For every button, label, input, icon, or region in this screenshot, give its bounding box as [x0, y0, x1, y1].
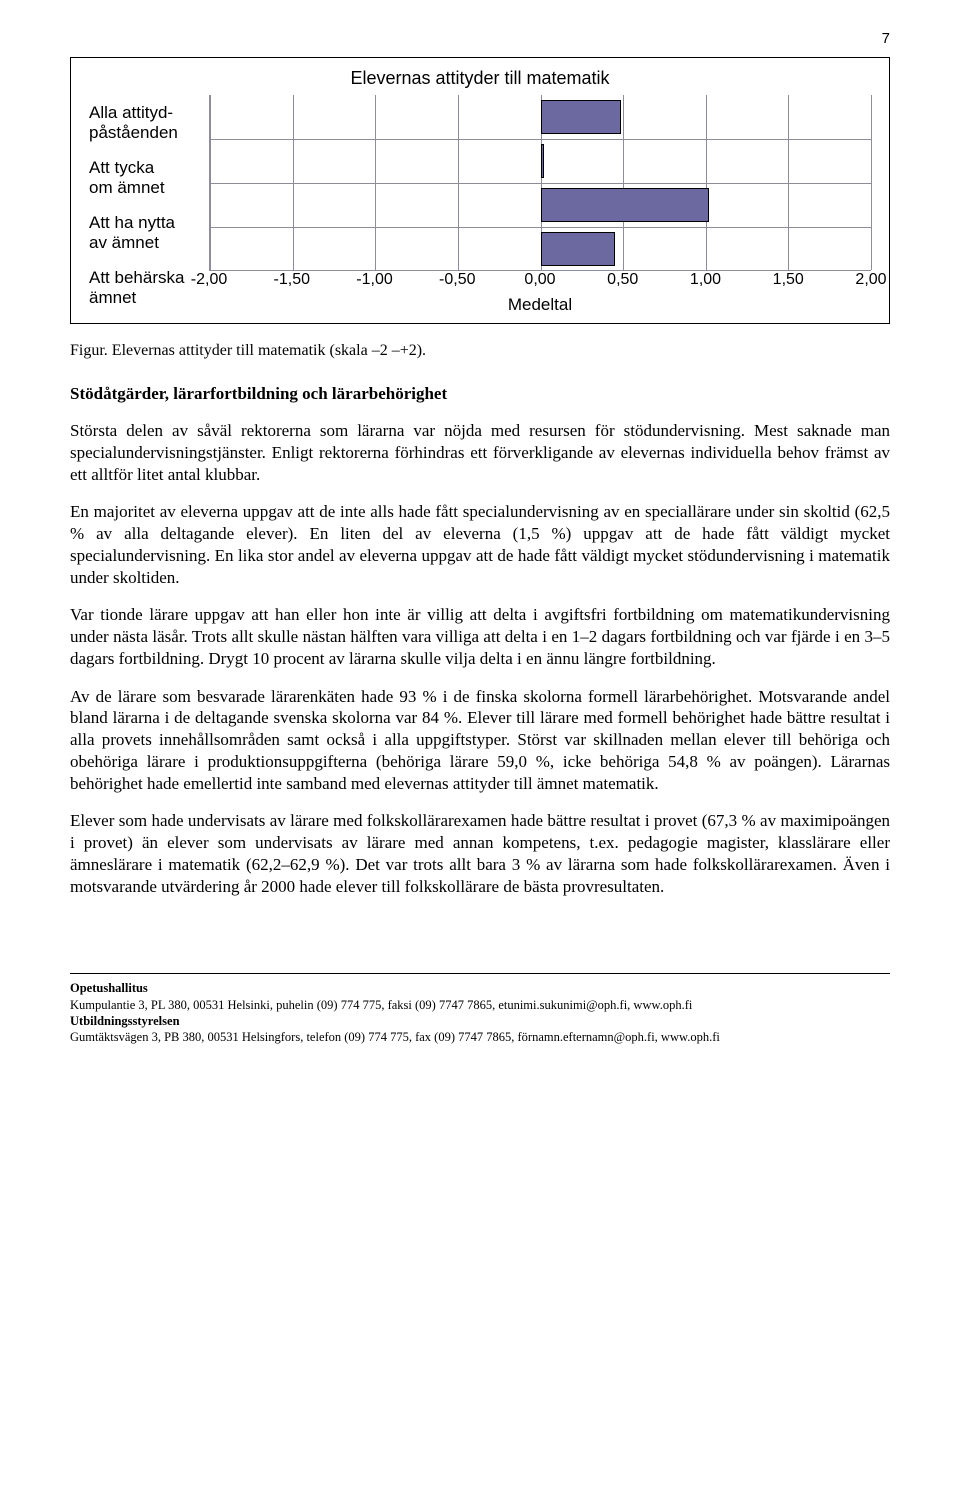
bar	[541, 232, 615, 266]
y-category-label: Att tycka om ämnet	[89, 156, 201, 200]
section-heading: Stödåtgärder, lärarfortbildning och lära…	[70, 384, 890, 404]
bar	[541, 144, 544, 178]
x-tick-label: -1,50	[274, 271, 310, 289]
y-category-label: Att ha nytta av ämnet	[89, 211, 201, 255]
footer-org2-name: Utbildningsstyrelsen	[70, 1013, 890, 1029]
footer: Opetushallitus Kumpulantie 3, PL 380, 00…	[0, 980, 960, 1065]
figure-caption: Figur. Elevernas attityder till matemati…	[70, 342, 890, 360]
chart-x-axis-label: Medeltal	[209, 295, 871, 315]
paragraph: Största delen av såväl rektorerna som lä…	[70, 420, 890, 485]
paragraph: En majoritet av eleverna uppgav att de i…	[70, 501, 890, 588]
footer-rule	[70, 973, 890, 974]
x-tick-label: -0,50	[439, 271, 475, 289]
x-tick-label: 0,00	[524, 271, 555, 289]
x-tick-label: -1,00	[356, 271, 392, 289]
y-category-label: Alla attityd- påståenden	[89, 101, 201, 145]
x-tick-label: 0,50	[607, 271, 638, 289]
footer-org2-line: Gumtäktsvägen 3, PB 380, 00531 Helsingfo…	[70, 1029, 890, 1045]
chart-title: Elevernas attityder till matematik	[89, 68, 871, 89]
x-tick-label: 1,50	[773, 271, 804, 289]
footer-org1-line: Kumpulantie 3, PL 380, 00531 Helsinki, p…	[70, 997, 890, 1013]
page-number: 7	[70, 30, 890, 47]
paragraph: Var tionde lärare uppgav att han eller h…	[70, 604, 890, 669]
chart-x-ticks: -2,00-1,50-1,00-0,500,000,501,001,502,00	[209, 271, 871, 293]
y-category-label: Att behärska ämnet	[89, 266, 201, 310]
x-tick-label: 1,00	[690, 271, 721, 289]
chart-plot	[209, 95, 871, 271]
paragraph: Elever som hade undervisats av lärare me…	[70, 810, 890, 897]
footer-org1-name: Opetushallitus	[70, 980, 890, 996]
paragraph: Av de lärare som besvarade lärarenkäten …	[70, 686, 890, 795]
bar	[541, 100, 622, 134]
bar	[541, 188, 710, 222]
x-tick-label: -2,00	[191, 271, 227, 289]
x-tick-label: 2,00	[855, 271, 886, 289]
chart-container: Elevernas attityder till matematik Alla …	[70, 57, 890, 324]
